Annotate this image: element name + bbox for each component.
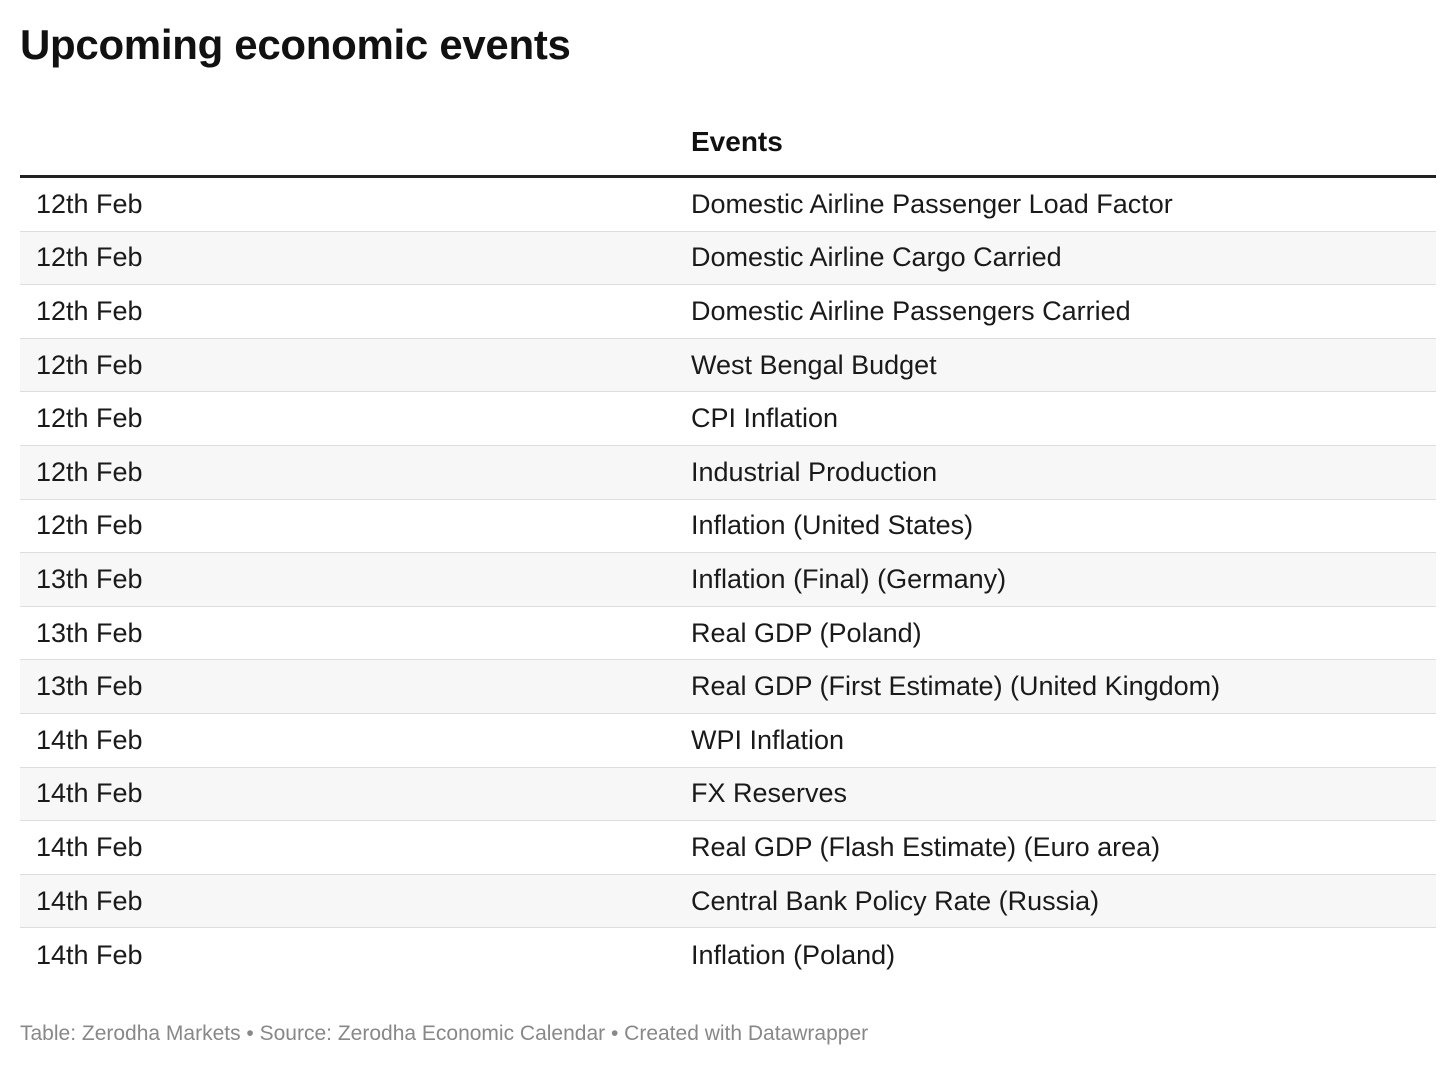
row-event: Real GDP (First Estimate) (United Kingdo… [691,671,1221,702]
table-row: 12th Feb Domestic Airline Passenger Load … [20,178,1436,232]
row-date: 12th Feb [36,188,143,219]
row-event: Inflation (Final) (Germany) [691,563,1007,594]
table-row: 12th Feb CPI Inflation [20,392,1436,446]
table-row: 13th Feb Real GDP (Poland) [20,607,1436,661]
table-row: 12th Feb Domestic Airline Cargo Carried [20,231,1436,286]
table-row: 12th Feb Domestic Airline Passengers Carr… [20,285,1436,339]
table-row: 14th Feb Real GDP (Flash Estimate) (Euro … [20,821,1436,875]
table-row: 14th Feb FX Reserves [20,767,1436,822]
row-event: Domestic Airline Cargo Carried [691,242,1062,273]
row-date: 12th Feb [36,403,143,434]
row-event: West Bengal Budget [691,349,937,380]
row-date: 14th Feb [36,831,143,862]
row-date: 12th Feb [36,510,143,541]
header-events: Events [691,126,783,157]
table-row: 14th Feb WPI Inflation [20,714,1436,768]
row-event: Central Bank Policy Rate (Russia) [691,885,1100,916]
row-date: 14th Feb [36,778,143,809]
row-date: 14th Feb [36,885,143,916]
row-event: Real GDP (Flash Estimate) (Euro area) [691,831,1161,862]
table-row: 12th Feb Industrial Production [20,445,1436,500]
row-event: Real GDP (Poland) [691,617,922,648]
page-title: Upcoming economic events [20,21,571,68]
row-date: 12th Feb [36,349,143,380]
row-event: FX Reserves [691,778,848,809]
row-event: Domestic Airline Passengers Carried [691,295,1131,326]
row-event: CPI Inflation [691,403,839,434]
table-row: 13th Feb Inflation (Final) (Germany) [20,553,1436,607]
row-event: Industrial Production [691,456,938,487]
row-date: 12th Feb [36,456,143,487]
row-date: 14th Feb [36,724,143,755]
table-row: 12th Feb West Bengal Budget [20,338,1436,393]
table-row: 13th Feb Real GDP (First Estimate) (Unite… [20,660,1436,714]
table-row: 14th Feb Central Bank Policy Rate (Russia… [20,874,1436,929]
table-body: 12th Feb Domestic Airline Passenger Load … [20,178,1436,982]
row-event: Inflation (United States) [691,510,974,541]
header-date [20,112,675,175]
row-event: Domestic Airline Passenger Load Factor [691,188,1173,219]
row-event: WPI Inflation [691,724,845,755]
row-date: 13th Feb [36,671,143,702]
events-table: Events 12th Feb Domestic Airline Passenge… [20,112,1436,982]
row-date: 13th Feb [36,617,143,648]
row-date: 12th Feb [36,242,143,273]
table-row: 14th Feb Inflation (Poland) [20,928,1436,982]
source-footer: Table: Zerodha Markets • Source: Zerodha… [20,1022,869,1045]
table-header-row: Events [20,112,1436,178]
row-date: 12th Feb [36,295,143,326]
row-date: 13th Feb [36,563,143,594]
row-date: 14th Feb [36,939,143,970]
row-event: Inflation (Poland) [691,939,896,970]
table-row: 12th Feb Inflation (United States) [20,500,1436,554]
